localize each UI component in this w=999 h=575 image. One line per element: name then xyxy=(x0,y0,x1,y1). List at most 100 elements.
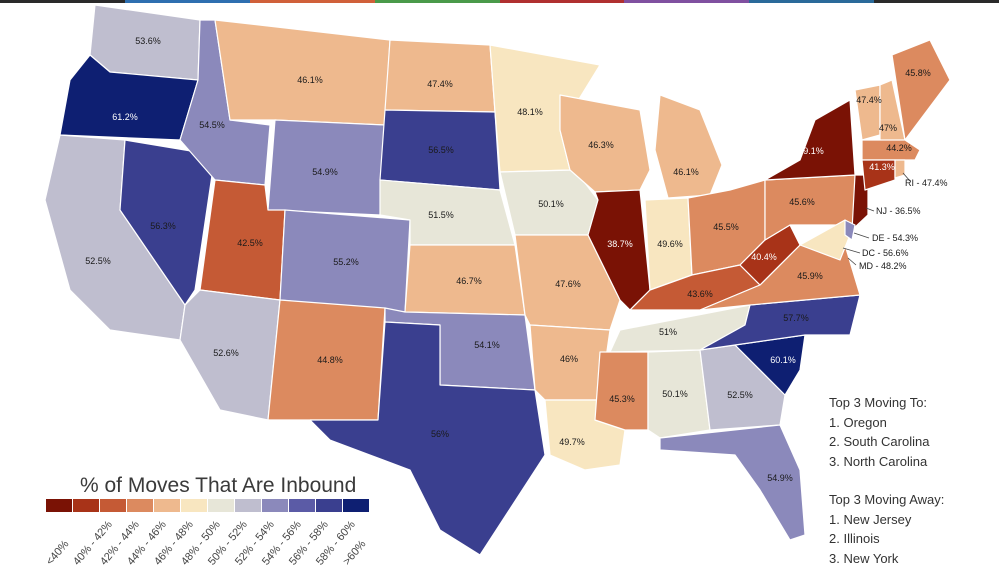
legend-swatch xyxy=(154,499,181,512)
top-bar-segment xyxy=(624,0,750,3)
leader-md xyxy=(847,257,857,266)
top-color-bar xyxy=(0,0,999,3)
label-ga: 52.5% xyxy=(727,390,753,400)
legend-swatches xyxy=(46,499,370,512)
label-ut: 42.5% xyxy=(237,238,263,248)
leader-ri xyxy=(902,172,911,182)
label-ar: 46% xyxy=(560,354,578,364)
label-in: 49.6% xyxy=(657,239,683,249)
label-co: 55.2% xyxy=(333,257,359,267)
legend-swatch xyxy=(262,499,289,512)
legend-swatch xyxy=(73,499,100,512)
state-de[interactable] xyxy=(844,219,856,241)
label-nc: 57.7% xyxy=(783,313,809,323)
top-to-item: 3. North Carolina xyxy=(829,453,928,469)
label-ca: 52.5% xyxy=(85,256,111,266)
label-nh: 47% xyxy=(879,123,897,133)
legend-swatch xyxy=(316,499,343,512)
top-bar-segment xyxy=(749,0,875,3)
state-wv[interactable] xyxy=(739,224,801,286)
label-tx: 56% xyxy=(431,429,449,439)
state-me[interactable] xyxy=(891,39,951,141)
state-ct[interactable] xyxy=(861,159,896,191)
state-fl[interactable] xyxy=(659,424,806,541)
callout-de: DE - 54.3% xyxy=(872,233,918,243)
label-or: 61.2% xyxy=(112,112,138,122)
label-ok: 54.1% xyxy=(474,340,500,350)
label-vt: 47.4% xyxy=(856,95,882,105)
label-tn: 51% xyxy=(659,327,677,337)
state-vt[interactable] xyxy=(854,84,881,141)
state-ms[interactable] xyxy=(594,351,649,431)
top-to-item: 2. South Carolina xyxy=(829,434,930,449)
label-sd: 56.5% xyxy=(428,145,454,155)
legend-swatch xyxy=(208,499,235,512)
callout-ri: RI - 47.4% xyxy=(905,178,948,188)
leader-nj xyxy=(865,207,875,212)
top-bar-segment xyxy=(124,0,250,3)
label-ny: 39.1% xyxy=(798,146,824,156)
legend-swatch xyxy=(100,499,127,512)
callout-nj: NJ - 36.5% xyxy=(876,206,921,216)
top-bar-segment xyxy=(0,0,125,3)
callout-md: MD - 48.2% xyxy=(859,261,907,271)
label-wy: 54.9% xyxy=(312,167,338,177)
label-la: 49.7% xyxy=(559,437,585,447)
label-al: 50.1% xyxy=(662,389,688,399)
label-va: 45.9% xyxy=(797,271,823,281)
top-away-item: 3. New York xyxy=(829,550,899,566)
state-tx[interactable] xyxy=(309,321,546,556)
top-away-title: Top 3 Moving Away: xyxy=(829,492,945,507)
top-bar-segment xyxy=(249,0,375,3)
top-to-item: 1. Oregon xyxy=(829,414,887,430)
label-nm: 44.8% xyxy=(317,355,343,365)
legend-swatch xyxy=(127,499,154,512)
label-wi: 46.3% xyxy=(588,140,614,150)
label-nv: 56.3% xyxy=(150,221,176,231)
legend-swatch xyxy=(235,499,262,512)
state-ri[interactable] xyxy=(894,159,906,179)
top-bar-segment xyxy=(374,0,500,3)
state-nc[interactable] xyxy=(699,294,861,351)
legend-title: % of Moves That Are Inbound xyxy=(80,474,357,497)
label-ne: 51.5% xyxy=(428,210,454,220)
label-oh: 45.5% xyxy=(713,222,739,232)
label-ms: 45.3% xyxy=(609,394,635,404)
label-mo: 47.6% xyxy=(555,279,581,289)
top-bar-segment xyxy=(499,0,625,3)
label-ia: 50.1% xyxy=(538,199,564,209)
top-bar-segment xyxy=(874,0,999,3)
label-wv: 40.4% xyxy=(751,252,777,262)
label-ct: 41.3% xyxy=(869,162,895,172)
callout-dc: DC - 56.6% xyxy=(862,248,909,258)
state-al[interactable] xyxy=(647,349,711,439)
label-mn: 48.1% xyxy=(517,107,543,117)
label-sc: 60.1% xyxy=(770,355,796,365)
label-me: 45.8% xyxy=(905,68,931,78)
state-ma[interactable] xyxy=(861,139,921,161)
label-fl: 54.9% xyxy=(767,473,793,483)
label-pa: 45.6% xyxy=(789,197,815,207)
label-mt: 46.1% xyxy=(297,75,323,85)
state-nd[interactable] xyxy=(384,39,496,113)
label-ky: 43.6% xyxy=(687,289,713,299)
label-wa: 53.6% xyxy=(135,36,161,46)
leader-dc xyxy=(842,247,861,254)
state-mi[interactable] xyxy=(654,94,723,199)
label-ks: 46.7% xyxy=(456,276,482,286)
legend-swatch xyxy=(46,499,73,512)
top-moving-away-panel: Top 3 Moving Away: 1. New Jersey 2. Illi… xyxy=(829,490,944,568)
label-id: 54.5% xyxy=(199,120,225,130)
label-nd: 47.4% xyxy=(427,79,453,89)
label-az: 52.6% xyxy=(213,348,239,358)
top-away-item: 1. New Jersey xyxy=(829,511,912,527)
state-mt[interactable] xyxy=(214,19,391,126)
state-il[interactable] xyxy=(587,189,651,311)
label-ma: 44.2% xyxy=(886,143,912,153)
legend-swatch xyxy=(289,499,316,512)
label-mi: 46.1% xyxy=(673,167,699,177)
legend-swatch xyxy=(181,499,208,512)
leader-de xyxy=(853,232,870,239)
state-ny[interactable] xyxy=(764,99,856,181)
